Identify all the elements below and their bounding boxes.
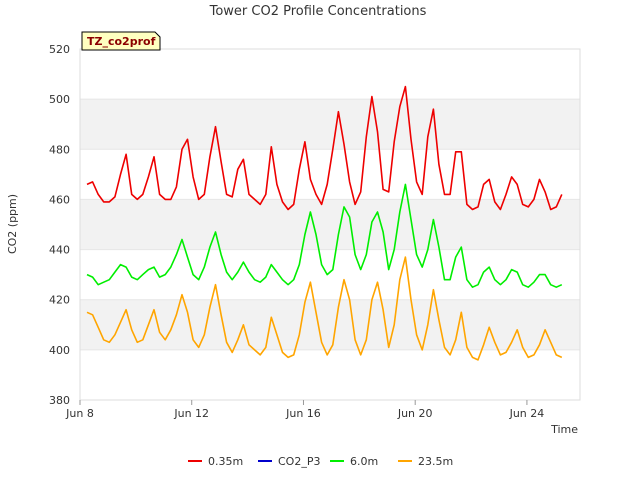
series-line-6-0m xyxy=(86,183,563,289)
y-axis-label: CO2 (ppm) xyxy=(6,194,19,254)
x-tick-label: Jun 20 xyxy=(397,407,433,420)
x-tick-label: Jun 16 xyxy=(285,407,321,420)
legend-label: CO2_P3 xyxy=(278,455,320,468)
x-tick-label: Jun 24 xyxy=(509,407,545,420)
chart-title: Tower CO2 Profile Concentrations xyxy=(209,4,427,19)
background-band xyxy=(80,199,580,250)
y-tick-label: 480 xyxy=(49,143,70,156)
x-tick-label: Jun 12 xyxy=(173,407,209,420)
legend-label: 6.0m xyxy=(350,455,378,468)
y-tick-label: 500 xyxy=(49,93,70,106)
legend: 0.35m CO2_P3 6.0m 23.5m xyxy=(188,455,453,468)
series-line-23-5m xyxy=(86,256,563,361)
series-lines xyxy=(86,85,563,361)
y-tick-label: 460 xyxy=(49,193,70,206)
x-tick-label: Jun 8 xyxy=(65,407,94,420)
plot-frame xyxy=(79,48,581,401)
legend-label: 0.35m xyxy=(208,455,243,468)
x-axis-label: Time xyxy=(550,423,578,436)
y-tick-label: 520 xyxy=(49,43,70,56)
background-band xyxy=(80,99,580,150)
legend-label: 23.5m xyxy=(418,455,453,468)
plot-background-bands xyxy=(80,99,580,350)
y-tick-label: 440 xyxy=(49,244,70,257)
y-axis-ticks: 380 400 420 440 460 480 500 520 xyxy=(49,43,70,407)
y-tick-label: 420 xyxy=(49,294,70,307)
y-tick-label: 400 xyxy=(49,344,70,357)
y-tick-label: 380 xyxy=(49,394,70,407)
background-band xyxy=(80,299,580,350)
series-line-0-35m xyxy=(86,85,563,211)
site-badge-text: TZ_co2prof xyxy=(87,35,156,48)
site-badge: TZ_co2prof xyxy=(81,31,161,51)
x-axis-ticks: Jun 8 Jun 12 Jun 16 Jun 20 Jun 24 xyxy=(65,400,544,420)
